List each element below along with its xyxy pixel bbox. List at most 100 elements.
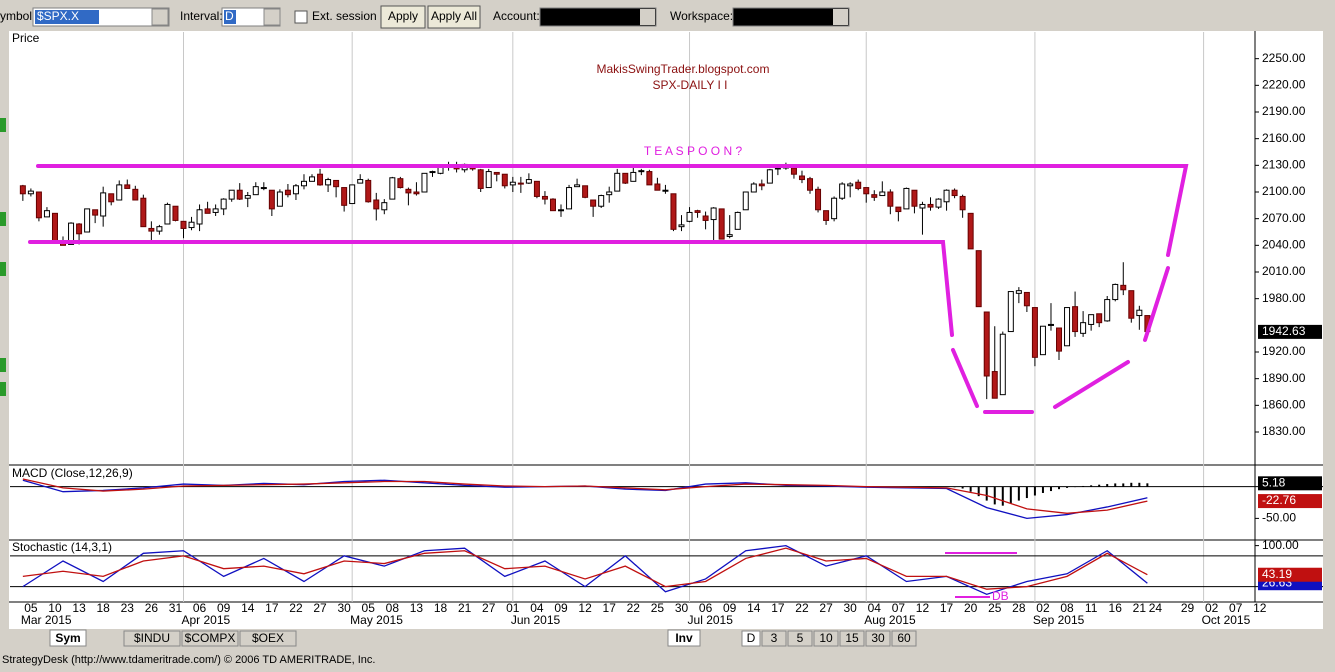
x-tick-label: 04 — [530, 601, 544, 615]
candle-body — [228, 189, 235, 200]
candle-body — [108, 193, 115, 203]
candle-body — [943, 189, 950, 203]
candle-body — [1096, 313, 1103, 324]
candle-body — [1072, 306, 1079, 333]
x-tick-label: 24 — [1149, 601, 1163, 615]
dropdown-button[interactable] — [263, 8, 281, 26]
candle-body — [1128, 290, 1135, 319]
candle-body — [156, 226, 163, 232]
chart-area — [9, 31, 1323, 629]
x-month-label: Apr 2015 — [181, 613, 230, 627]
candle-body — [381, 202, 388, 211]
dropdown-button[interactable] — [151, 8, 169, 26]
panel-title: Stochastic (14,3,1) — [12, 540, 112, 554]
histogram-bar — [1098, 484, 1101, 487]
x-tick-label: 06 — [699, 601, 713, 615]
period-tab[interactable] — [865, 630, 891, 647]
apply-all-button[interactable] — [427, 5, 481, 29]
tool-icon[interactable] — [0, 118, 6, 132]
x-tick-label: 14 — [747, 601, 761, 615]
value-label: 43.19 — [1262, 567, 1292, 581]
histogram-bar — [953, 486, 956, 488]
tool-icon[interactable] — [0, 382, 6, 396]
candle-body — [421, 172, 428, 193]
period-tab[interactable] — [787, 630, 813, 647]
x-month-label: Jul 2015 — [688, 613, 734, 627]
period-tab[interactable] — [891, 630, 917, 647]
x-month-label: Aug 2015 — [864, 613, 916, 627]
candle-body — [76, 223, 83, 235]
y-tick-label: 2130.00 — [1262, 158, 1306, 172]
candle-body — [51, 212, 58, 243]
tool-icon[interactable] — [0, 212, 6, 226]
candle-body — [477, 169, 484, 189]
candle-body — [100, 192, 107, 217]
candle-body — [284, 189, 291, 196]
x-tick-label: 01 — [506, 601, 520, 615]
candle-body — [413, 191, 420, 195]
candle-body — [863, 187, 870, 195]
checkbox[interactable] — [294, 10, 308, 24]
candle-body — [1047, 323, 1054, 326]
tool-icon[interactable] — [0, 262, 6, 276]
candle-body — [533, 180, 540, 197]
candle-body — [1007, 291, 1014, 333]
workspace-select[interactable] — [732, 7, 850, 27]
value-label: 5.18 — [1262, 475, 1286, 489]
dropdown-button[interactable] — [833, 9, 848, 25]
candle-body — [678, 224, 685, 228]
candle-body — [1056, 327, 1063, 352]
dropdown-button[interactable] — [640, 9, 655, 25]
apply-button[interactable] — [380, 5, 426, 29]
x-tick-label: 08 — [1060, 601, 1074, 615]
period-tab[interactable] — [761, 630, 787, 647]
interval-label: Interval: — [180, 9, 223, 23]
candle-body — [790, 167, 797, 175]
tab[interactable] — [123, 630, 181, 647]
x-tick-label: 08 — [386, 601, 400, 615]
x-tick-label: 16 — [1109, 601, 1123, 615]
candle-body — [694, 210, 701, 213]
x-tick-label: 07 — [1229, 601, 1243, 615]
tool-icon[interactable] — [0, 358, 6, 372]
tab[interactable] — [49, 629, 87, 647]
candle-body — [236, 189, 243, 200]
tab[interactable] — [239, 630, 297, 647]
candle-body — [983, 311, 990, 377]
candle-body — [525, 179, 532, 184]
candle-body — [975, 250, 982, 308]
panel-title: MACD (Close,12,26,9) — [12, 466, 133, 480]
candle-body — [967, 212, 974, 250]
candle-body — [606, 191, 613, 196]
annotation: SPX-DAILY I I — [653, 78, 728, 92]
candle-body — [317, 173, 324, 186]
candle-body — [798, 175, 805, 181]
candle-body — [84, 208, 91, 233]
candle-body — [855, 181, 862, 189]
candle-body — [292, 185, 299, 195]
candle-body — [188, 221, 195, 229]
x-tick-label: 22 — [627, 601, 641, 615]
candle-body — [638, 170, 645, 173]
period-tab[interactable] — [839, 630, 865, 647]
tab[interactable] — [667, 629, 701, 647]
candle-body — [485, 171, 492, 189]
x-tick-label: 21 — [1133, 601, 1147, 615]
value-label: -22.76 — [1262, 493, 1296, 507]
x-tick-label: 02 — [1205, 601, 1219, 615]
period-tab[interactable] — [813, 630, 839, 647]
account-select[interactable] — [539, 7, 657, 27]
period-tab[interactable] — [741, 630, 761, 647]
candle-body — [847, 183, 854, 187]
candle-body — [1023, 291, 1030, 307]
period-label: 30 — [871, 631, 885, 645]
candle-body — [1112, 283, 1119, 301]
x-tick-label: 02 — [1036, 601, 1050, 615]
candle-body — [19, 185, 26, 195]
x-tick-label: 30 — [675, 601, 689, 615]
candle-body — [68, 222, 75, 245]
candle-body — [999, 333, 1006, 396]
candle-body — [750, 183, 757, 193]
tab[interactable] — [181, 630, 239, 647]
histogram-bar — [1074, 486, 1077, 488]
